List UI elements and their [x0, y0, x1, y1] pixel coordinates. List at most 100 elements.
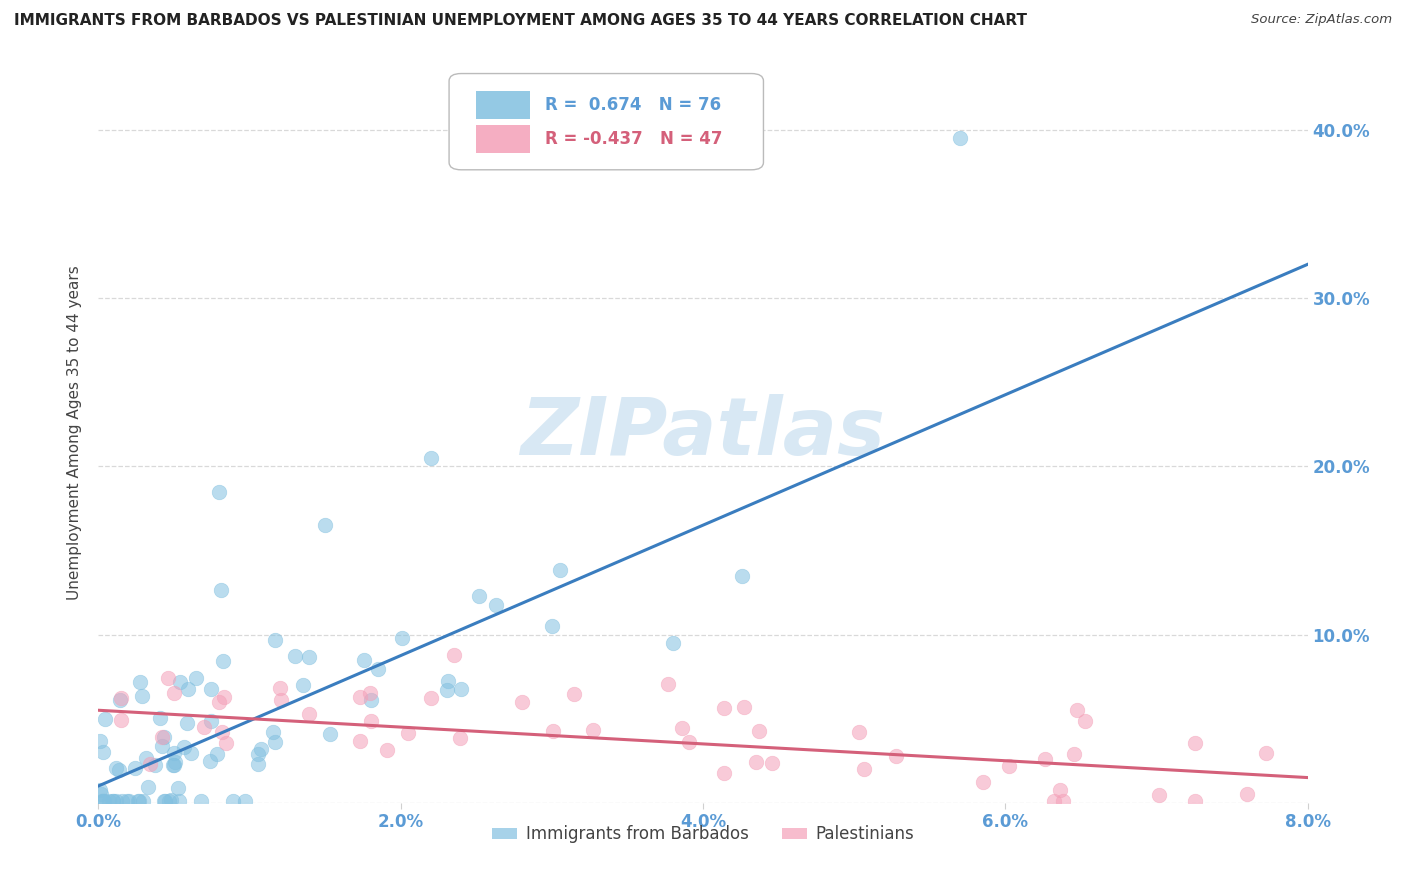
Point — [163, 758, 186, 772]
Point — [1074, 714, 1097, 728]
Point — [136, 780, 159, 794]
Point — [209, 582, 232, 597]
Point — [360, 693, 382, 707]
Text: R = -0.437   N = 47: R = -0.437 N = 47 — [544, 129, 723, 148]
Point — [582, 723, 605, 738]
Point — [367, 662, 389, 676]
Point — [184, 671, 207, 685]
Point — [269, 681, 291, 696]
Point — [678, 735, 700, 749]
Point — [1149, 788, 1171, 802]
Point — [848, 725, 870, 739]
Point — [263, 735, 285, 749]
Point — [449, 731, 471, 745]
FancyBboxPatch shape — [475, 91, 530, 119]
Point — [1043, 794, 1066, 808]
Point — [105, 761, 128, 775]
Point — [548, 563, 571, 577]
Point — [420, 450, 443, 465]
Point — [396, 726, 419, 740]
Point — [190, 794, 212, 808]
Point — [314, 518, 336, 533]
Point — [160, 793, 183, 807]
Point — [143, 758, 166, 772]
Point — [162, 746, 184, 760]
Point — [98, 794, 121, 808]
Point — [1052, 794, 1074, 808]
Point — [360, 714, 382, 729]
Text: Source: ZipAtlas.com: Source: ZipAtlas.com — [1251, 13, 1392, 27]
Point — [107, 763, 129, 777]
Point — [193, 720, 215, 734]
Point — [1184, 794, 1206, 808]
Point — [169, 674, 191, 689]
Point — [391, 631, 413, 645]
Point — [150, 730, 173, 744]
Point — [103, 794, 125, 808]
Point — [124, 761, 146, 775]
Point — [284, 648, 307, 663]
Point — [200, 754, 222, 768]
Point — [1063, 747, 1085, 761]
Point — [298, 650, 321, 665]
Point — [200, 681, 222, 696]
Point — [1033, 752, 1056, 766]
Point — [450, 681, 472, 696]
Point — [853, 762, 876, 776]
Point — [110, 690, 132, 705]
Point — [1049, 782, 1071, 797]
Point — [90, 794, 112, 808]
Point — [1184, 736, 1206, 750]
Point — [998, 759, 1021, 773]
Point — [127, 794, 149, 808]
Legend: Immigrants from Barbados, Palestinians: Immigrants from Barbados, Palestinians — [485, 819, 921, 850]
Point — [436, 683, 458, 698]
Point — [152, 730, 174, 744]
Point — [156, 671, 179, 685]
Point — [748, 723, 770, 738]
Point — [115, 794, 138, 808]
Point — [349, 734, 371, 748]
Point — [91, 794, 114, 808]
Point — [661, 636, 683, 650]
Point — [437, 674, 460, 689]
Point — [153, 794, 176, 808]
Point — [166, 780, 188, 795]
Point — [139, 756, 162, 771]
Point — [162, 758, 184, 772]
Point — [485, 599, 508, 613]
Point — [93, 794, 115, 808]
Point — [562, 687, 585, 701]
Point — [89, 783, 111, 797]
Point — [173, 740, 195, 755]
Point — [167, 794, 190, 808]
Point — [731, 569, 754, 583]
Point — [180, 746, 202, 760]
Point — [233, 794, 256, 808]
Point — [349, 690, 371, 705]
Point — [110, 713, 132, 727]
Point — [214, 690, 236, 705]
Point — [375, 742, 398, 756]
Point — [657, 677, 679, 691]
Point — [733, 700, 755, 714]
Point — [262, 725, 284, 739]
Point — [157, 794, 180, 808]
Point — [208, 695, 231, 709]
Point — [165, 755, 187, 769]
FancyBboxPatch shape — [449, 73, 763, 169]
Point — [247, 757, 270, 772]
Point — [671, 721, 693, 735]
Point — [101, 794, 124, 808]
Point — [132, 794, 155, 808]
Text: ZIPatlas: ZIPatlas — [520, 393, 886, 472]
Point — [420, 691, 443, 706]
Point — [745, 755, 768, 769]
Point — [468, 589, 491, 603]
Point — [117, 794, 139, 808]
Point — [443, 648, 465, 662]
Point — [211, 725, 233, 739]
Point — [94, 712, 117, 726]
Point — [150, 739, 173, 753]
Point — [949, 131, 972, 145]
